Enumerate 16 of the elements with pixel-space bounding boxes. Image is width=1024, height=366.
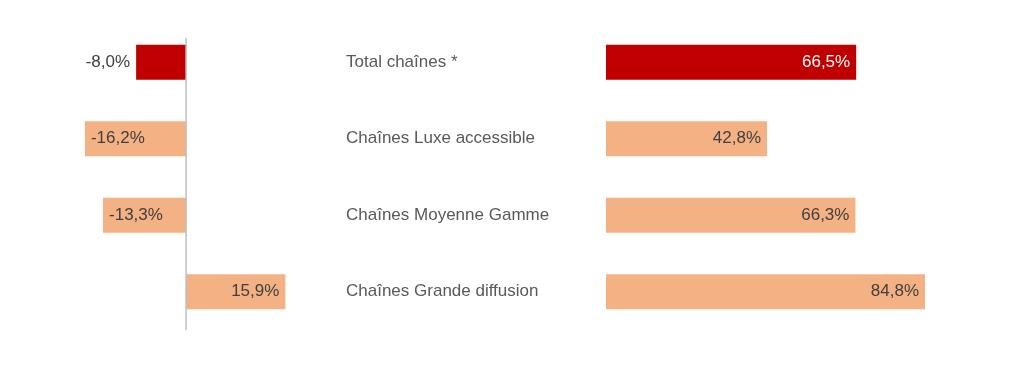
y-tick-label: Chaînes Luxe accessible xyxy=(346,128,536,148)
data-label: 15,9% xyxy=(231,281,280,301)
y-tick-label: Total chaînes * xyxy=(346,51,458,71)
bar xyxy=(606,197,856,233)
bar xyxy=(606,44,857,80)
data-label: 42,8% xyxy=(712,128,762,148)
data-label: 66,3% xyxy=(801,204,850,224)
data-label: 84,8% xyxy=(870,281,920,301)
data-label: -8,0% xyxy=(85,51,131,71)
y-tick-label: Chaînes Moyenne Gamme xyxy=(346,204,550,224)
data-label: -13,3% xyxy=(109,204,163,224)
bar xyxy=(606,121,768,157)
bar xyxy=(606,274,926,310)
data-label: -16,2% xyxy=(90,128,145,148)
y-tick-label: Chaînes Grande diffusion xyxy=(346,281,539,301)
data-label: 66,5% xyxy=(801,51,851,71)
